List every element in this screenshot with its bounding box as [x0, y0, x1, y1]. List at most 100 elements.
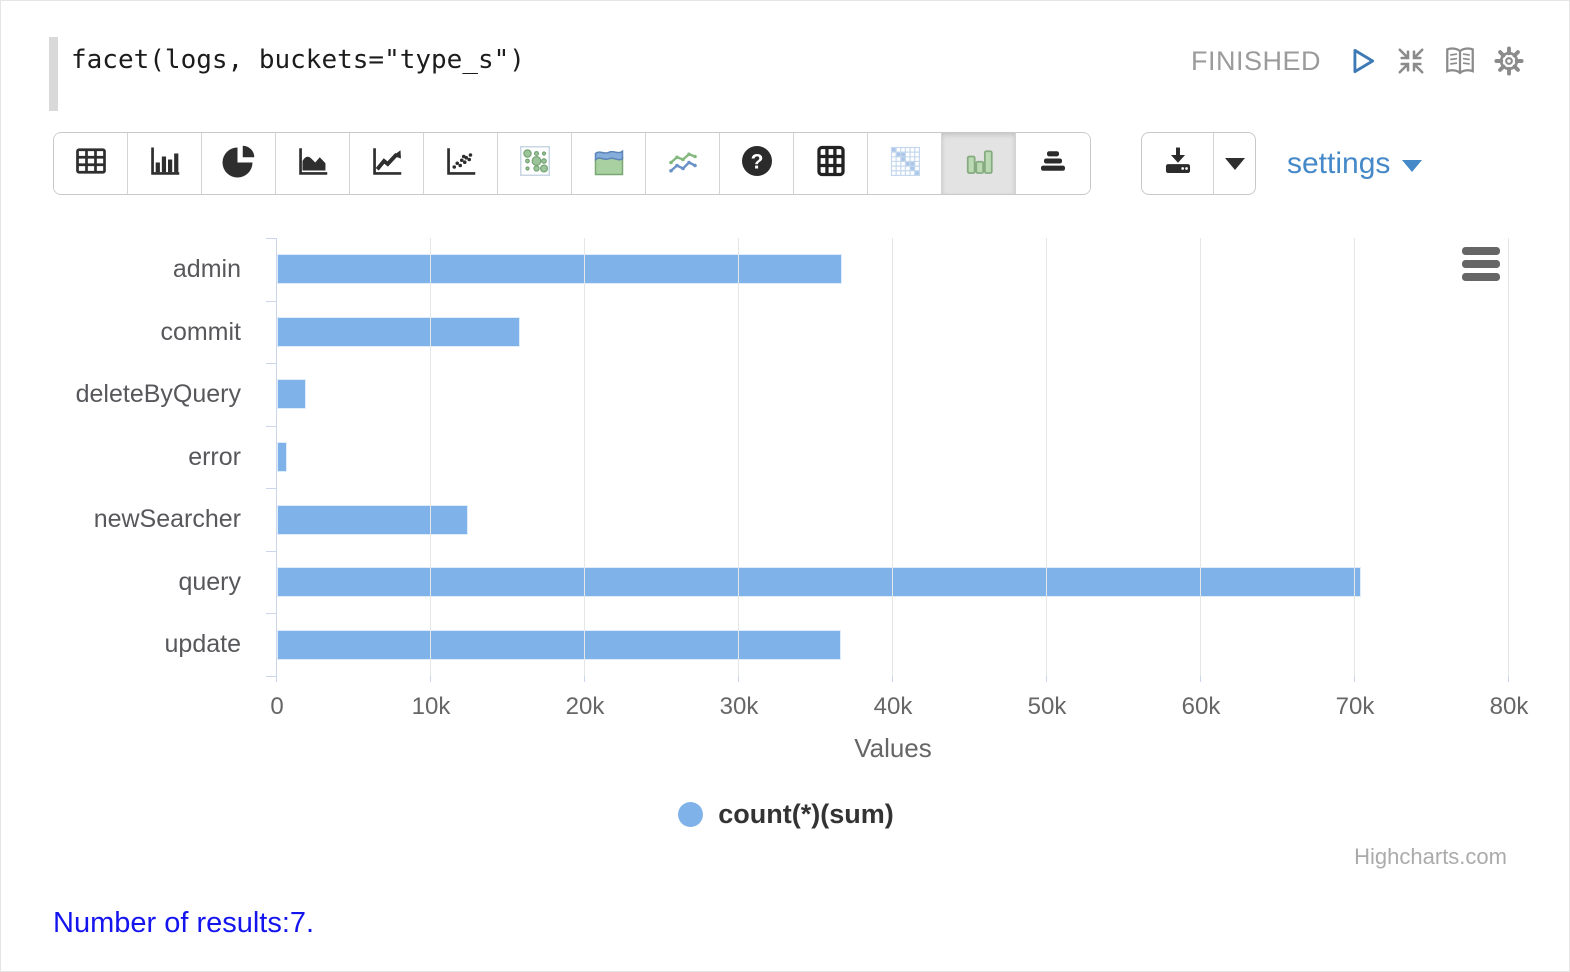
category-label: deleteByQuery [75, 380, 241, 409]
category-axis-tick [266, 238, 277, 239]
bar-admin[interactable] [277, 254, 843, 285]
category-axis-tick [266, 550, 277, 552]
category-axis-tick [266, 613, 277, 615]
bar-commit[interactable] [277, 316, 521, 347]
viz-column-chart-button[interactable] [942, 133, 1016, 194]
x-axis-tick-label: 50k [1027, 693, 1067, 720]
dot-matrix-icon [517, 143, 553, 184]
x-axis-title: Values [854, 733, 932, 763]
x-axis-tick-label: 0 [270, 693, 284, 720]
pie-chart-icon [221, 143, 257, 184]
results-count-text: Number of results:7. [53, 907, 315, 939]
gridline [1354, 238, 1355, 676]
bar-update[interactable] [277, 629, 841, 660]
download-icon [1161, 144, 1195, 183]
download-button[interactable] [1142, 133, 1214, 194]
download-split-button [1141, 132, 1256, 195]
gridline [1200, 238, 1201, 676]
x-axis-tick-label: 30k [719, 693, 759, 720]
settings-caret-icon [1402, 160, 1423, 172]
chart-context-menu-button[interactable] [1462, 247, 1502, 287]
levels-icon [1035, 143, 1071, 184]
viz-bar-chart-button[interactable] [128, 133, 202, 194]
value-axis-tick [1046, 676, 1047, 682]
plot-area [266, 238, 1509, 682]
heatmap-icon [887, 143, 923, 184]
viz-levels-button[interactable] [1016, 133, 1090, 194]
legend-label: count(*)(sum) [718, 799, 894, 829]
x-axis-tick-label: 10k [411, 693, 451, 720]
category-label: error [188, 442, 241, 471]
area-chart-icon [295, 143, 331, 184]
book-icon[interactable] [1442, 43, 1478, 79]
download-options-button[interactable] [1214, 133, 1255, 194]
viz-scatter-button[interactable] [424, 133, 498, 194]
x-axis-tick-label: 80k [1489, 693, 1529, 720]
stacked-area-icon [591, 143, 627, 184]
category-axis-tick [266, 363, 277, 365]
bar-error[interactable] [277, 442, 287, 472]
bar-newSearcher[interactable] [277, 504, 468, 535]
viz-multi-line-button[interactable] [646, 133, 720, 194]
viz-table-button[interactable] [54, 133, 128, 194]
value-axis-tick [1508, 676, 1509, 682]
highcharts-credits[interactable]: Highcharts.com [1354, 844, 1507, 869]
editor-gutter [49, 37, 58, 111]
value-axis-tick [430, 676, 431, 682]
compress-icon[interactable] [1393, 43, 1429, 79]
category-axis-tick [266, 676, 277, 677]
gear-icon[interactable] [1491, 43, 1527, 79]
bar-chart-icon [147, 143, 183, 184]
viz-pie-chart-button[interactable] [202, 133, 276, 194]
bar-chart: admin commit deleteByQuery error newSearcher… [1, 231, 1570, 881]
viz-area-chart-button[interactable] [276, 133, 350, 194]
hamburger-icon [1462, 247, 1500, 255]
x-axis-tick-label: 40k [873, 693, 913, 720]
legend-marker-icon [678, 802, 704, 827]
viz-line-chart-button[interactable] [350, 133, 424, 194]
value-axis-tick [1354, 676, 1355, 682]
viz-heatmap-button[interactable] [868, 133, 942, 194]
value-axis-tick [892, 676, 893, 682]
category-axis-tick [266, 425, 277, 427]
svg-text:?: ? [750, 151, 763, 174]
value-axis-tick [1200, 676, 1201, 682]
multi-line-icon [665, 143, 701, 184]
column-chart-icon [961, 143, 997, 184]
query-code[interactable]: facet(logs, buckets="type_s") [71, 45, 525, 75]
bar-deleteByQuery[interactable] [277, 379, 307, 410]
play-icon[interactable] [1344, 43, 1380, 79]
gridline [1046, 238, 1047, 676]
settings-label: settings [1287, 147, 1391, 180]
settings-link[interactable]: settings [1287, 147, 1423, 181]
bar-query[interactable] [277, 567, 1362, 598]
category-label: newSearcher [93, 505, 241, 534]
x-axis-tick-label: 70k [1335, 693, 1375, 720]
category-label: update [164, 630, 241, 659]
gridline [892, 238, 893, 676]
viz-stacked-area-button[interactable] [572, 133, 646, 194]
gridline [1508, 238, 1509, 676]
gridline [584, 238, 585, 676]
value-axis-tick [738, 676, 739, 682]
line-chart-icon [369, 143, 405, 184]
gridline [430, 238, 431, 676]
status-badge: FINISHED [1190, 45, 1321, 76]
x-axis-tick-label: 20k [565, 693, 605, 720]
viz-dot-matrix-button[interactable] [498, 133, 572, 194]
x-axis-tick-label: 60k [1181, 693, 1221, 720]
category-axis-line [276, 238, 277, 676]
gridline [738, 238, 739, 676]
viz-help-button[interactable]: ? [720, 133, 794, 194]
chevron-down-icon [1224, 157, 1245, 170]
value-axis-tick [276, 676, 277, 682]
category-label: query [178, 567, 241, 596]
category-axis-tick [266, 300, 277, 302]
category-label: admin [172, 255, 241, 283]
table-icon [73, 143, 109, 184]
viz-grid-button[interactable] [794, 133, 868, 194]
value-axis-tick [584, 676, 585, 682]
grid-icon [813, 143, 849, 184]
chart-legend[interactable]: count(*)(sum) [1, 799, 1570, 830]
